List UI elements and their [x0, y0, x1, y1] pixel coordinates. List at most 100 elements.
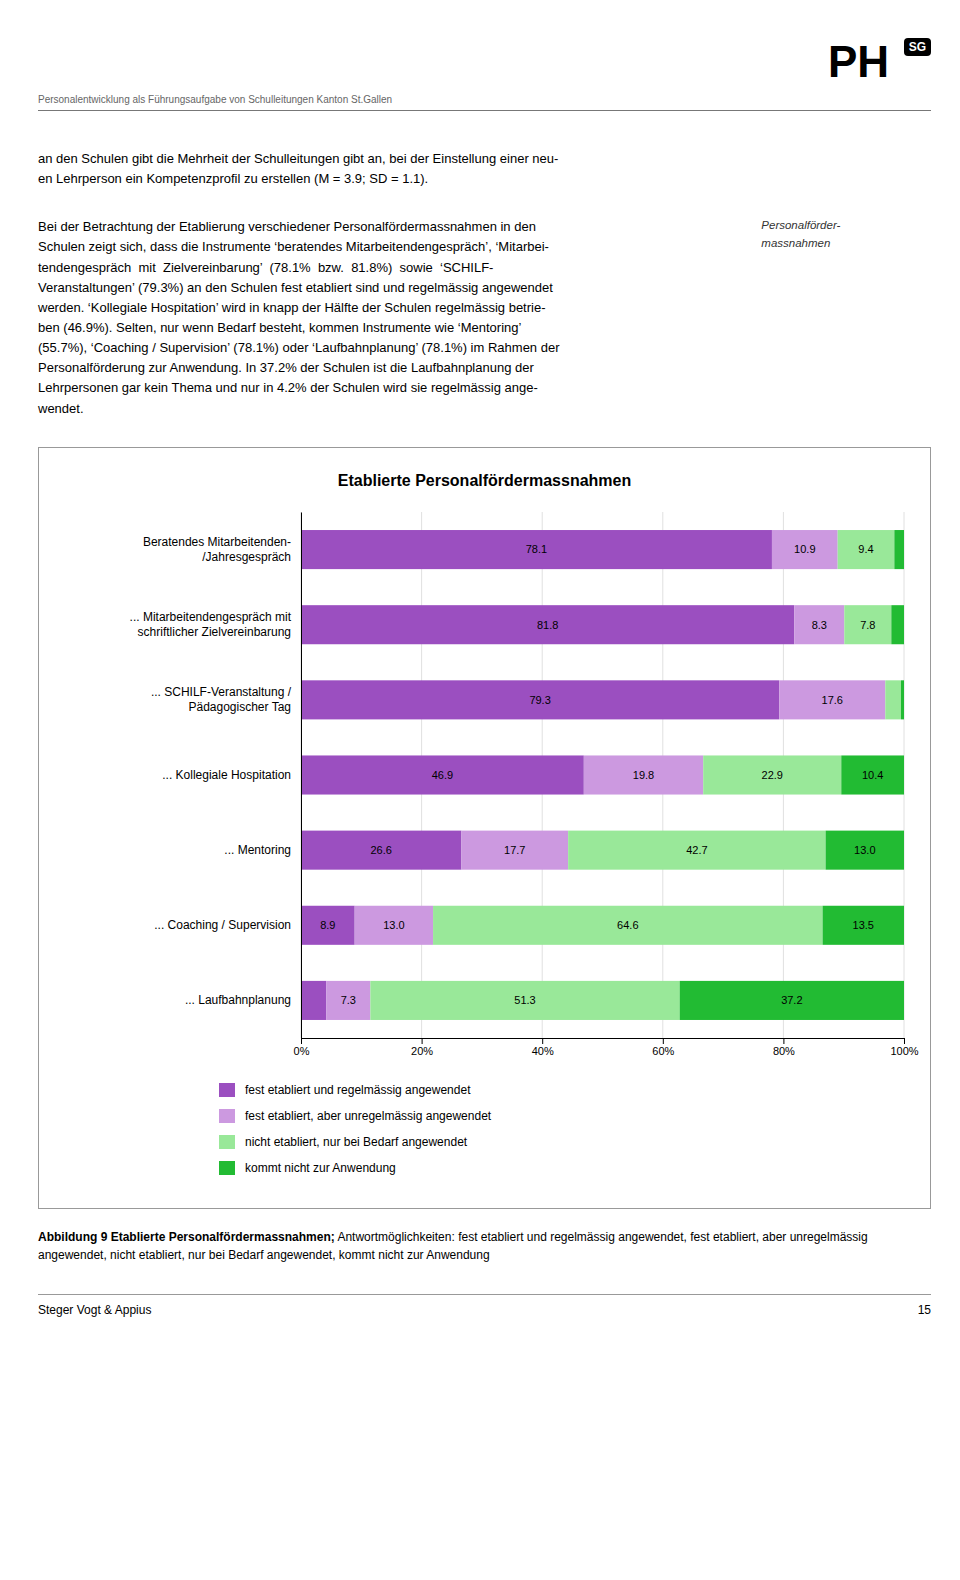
tick-label: Beratendes Mitarbeitenden-/Jahresgespräc…: [143, 535, 291, 563]
chart: Etablierte Personalfördermassnahmen 78.1 8…: [39, 448, 930, 1208]
data-label: 37.2: [781, 994, 802, 1006]
chart-box: Etablierte Personalfördermassnahmen 78.1 8…: [38, 447, 931, 1209]
data-label: 81.8: [537, 618, 558, 630]
tick: 40%: [532, 1038, 554, 1057]
tick-label-line: ... Coaching / Supervision: [154, 918, 291, 932]
body-row: Bei der Betrachtung der Etablierung vers…: [38, 217, 931, 418]
tick: 100%: [890, 1038, 918, 1057]
data-label: 13.5: [853, 919, 874, 931]
tick-label-line: /Jahresgespräch: [202, 549, 291, 563]
bar: [703, 755, 841, 794]
tick-mark: [542, 1038, 543, 1044]
data-label: 13.0: [854, 844, 875, 856]
tick: 80%: [773, 1038, 795, 1057]
bar: [826, 830, 904, 869]
legend-label: fest etabliert, aber unregelmässig angew…: [245, 1109, 492, 1123]
series: [370, 530, 901, 1020]
bar: [823, 905, 904, 944]
tick-label-line: ... Kollegiale Hospitation: [162, 768, 291, 782]
bar: [568, 830, 825, 869]
bar: [772, 530, 838, 569]
tick-label-line: Pädagogischer Tag: [188, 700, 291, 714]
tick-label-line: ... Mitarbeitendengespräch mit: [130, 610, 292, 624]
body-line: werden. ‘Kollegiale Hospitation’ wird in…: [38, 298, 752, 318]
body-line: Bei der Betrachtung der Etablierung vers…: [38, 217, 752, 237]
chart-title: Etablierte Personalfördermassnahmen: [338, 472, 631, 489]
tick-label: ... Laufbahnplanung: [185, 993, 291, 1007]
tick-label: 60%: [652, 1044, 674, 1056]
header-rule: [38, 110, 931, 111]
tick-mark: [783, 1038, 784, 1044]
y-axis: Beratendes Mitarbeitenden-/Jahresgespräc…: [130, 512, 302, 1038]
bar: [461, 830, 568, 869]
footer-right: 15: [918, 1303, 931, 1317]
bar: [894, 530, 904, 569]
tick-label: ... Coaching / Supervision: [154, 918, 291, 932]
tick-label: ... SCHILF-Veranstaltung /Pädagogischer …: [151, 685, 292, 713]
tick-label: 40%: [532, 1044, 554, 1056]
tick-label-line: ... SCHILF-Veranstaltung /: [151, 685, 292, 699]
body-line: Veranstaltungen’ (79.3%) an den Schulen …: [38, 278, 752, 298]
bars: [301, 530, 904, 1020]
body-line: Schulen zeigt sich, dass die Instrumente…: [38, 237, 752, 257]
tick: ... Laufbahnplanung: [185, 993, 291, 1007]
tick-label-line: ... Laufbahnplanung: [185, 993, 291, 1007]
bar: [433, 905, 823, 944]
bar: [844, 605, 891, 644]
data-labels: 78.181.879.346.926.68.910.98.317.619.817…: [320, 543, 883, 1006]
data-label: 26.6: [370, 844, 391, 856]
tick: ... Coaching / Supervision: [154, 918, 291, 932]
bar: [794, 605, 844, 644]
data-label: 17.6: [822, 693, 843, 705]
tick-label: 0%: [294, 1044, 310, 1056]
legend-item: fest etabliert, aber unregelmässig angew…: [219, 1109, 492, 1123]
bar: [326, 981, 370, 1020]
tick-label: ... Kollegiale Hospitation: [162, 768, 291, 782]
series: [680, 530, 904, 1020]
body-line: ben (46.9%). Selten, nur wenn Bedarf bes…: [38, 318, 752, 338]
x-axis: 0%20%40%60%80%100%: [294, 1038, 919, 1057]
tick: ... Mentoring: [224, 843, 291, 857]
data-label: 9.4: [858, 543, 873, 555]
bar: [841, 755, 904, 794]
bar: [301, 680, 779, 719]
data-label: 64.6: [617, 919, 638, 931]
axis-line: [301, 512, 302, 1038]
data-label: 8.9: [320, 919, 335, 931]
body-line: (55.7%), ‘Coaching / Supervision’ (78.1%…: [38, 338, 752, 358]
bar: [301, 605, 794, 644]
intro: an den Schulen gibt die Mehrheit der Sch…: [38, 149, 931, 189]
tick-mark: [663, 1038, 664, 1044]
tick: ... Kollegiale Hospitation: [162, 768, 291, 782]
tick-label: ... Mitarbeitendengespräch mitschriftlic…: [130, 610, 292, 638]
footer: Steger Vogt & Appius 15: [38, 1294, 931, 1317]
bar: [370, 981, 679, 1020]
caption: Abbildung 9 Etablierte Personalfördermas…: [38, 1228, 931, 1264]
legend-item: kommt nicht zur Anwendung: [219, 1161, 396, 1175]
intro-line: an den Schulen gibt die Mehrheit der Sch…: [38, 149, 931, 169]
bar: [301, 530, 772, 569]
tick-label: 80%: [773, 1044, 795, 1056]
data-label: 8.3: [812, 618, 827, 630]
data-label: 7.3: [341, 994, 356, 1006]
tick-mark: [904, 1038, 905, 1044]
bar: [301, 981, 326, 1020]
header-subtitle: Personalentwicklung als Führungsaufgabe …: [38, 94, 392, 105]
bar: [584, 755, 703, 794]
body-text: Bei der Betrachtung der Etablierung vers…: [38, 217, 752, 418]
legend-item: fest etabliert und regelmässig angewende…: [219, 1083, 471, 1097]
data-label: 79.3: [529, 693, 550, 705]
footer-left: Steger Vogt & Appius: [38, 1303, 151, 1317]
series: [326, 530, 885, 1020]
tick-mark: [301, 1038, 302, 1044]
legend-label: nicht etabliert, nur bei Bedarf angewend…: [245, 1135, 468, 1149]
body-line: Lehrpersonen gar kein Thema und nur in 4…: [38, 378, 752, 398]
data-label: 51.3: [514, 994, 535, 1006]
data-label: 78.1: [526, 543, 547, 555]
data-label: 17.7: [504, 844, 525, 856]
bar: [301, 755, 584, 794]
bar: [779, 680, 885, 719]
tick-label-line: ... Mentoring: [224, 843, 291, 857]
tick-label: ... Mentoring: [224, 843, 291, 857]
bar: [680, 981, 904, 1020]
